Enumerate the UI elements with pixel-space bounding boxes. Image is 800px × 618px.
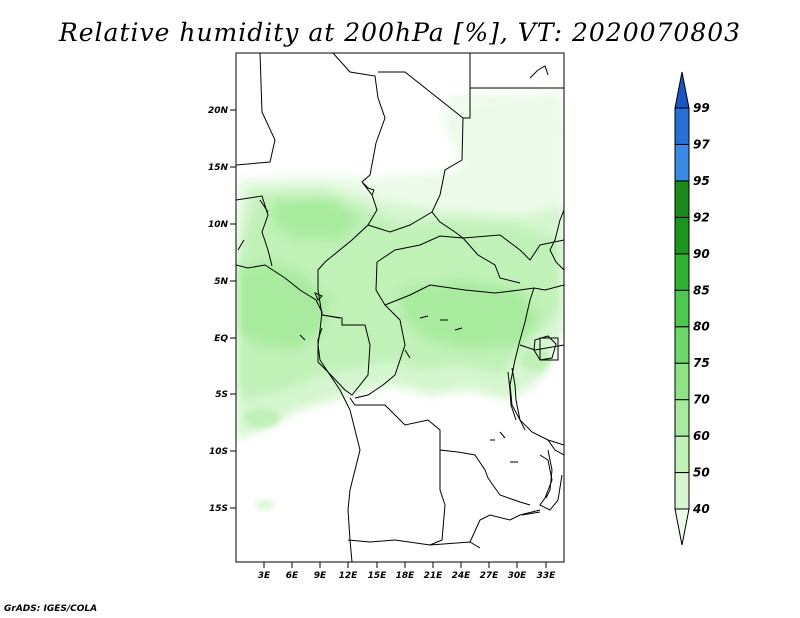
lon-label: 12E xyxy=(339,571,359,581)
angola-south-border xyxy=(347,539,481,549)
colorbar-label: 70 xyxy=(693,393,710,407)
country-borders xyxy=(236,53,564,562)
colorbar-labels: 40 50 60 70 75 80 85 90 92 95 97 99 xyxy=(692,101,710,516)
colorbar-label: 99 xyxy=(693,101,710,115)
colorbar-segment xyxy=(674,472,690,510)
rh-70-patch-north xyxy=(272,200,360,240)
colorbar-segment xyxy=(674,107,690,145)
lon-label: 18E xyxy=(396,571,416,581)
lon-label: 15E xyxy=(368,571,388,581)
chad-lake-fragments xyxy=(237,181,375,251)
colorbar-label: 85 xyxy=(693,283,710,297)
colorbar-segment xyxy=(674,289,690,328)
chad-sudan-border xyxy=(431,117,464,239)
lon-label: 3E xyxy=(258,571,271,581)
lon-label: 27E xyxy=(480,571,500,581)
map-frame xyxy=(235,52,565,563)
lon-label: 33E xyxy=(537,571,557,581)
colorbar-label: 40 xyxy=(692,502,710,516)
angola-zambia-border xyxy=(429,450,446,546)
colorbar-label: 92 xyxy=(693,210,710,224)
car-congo-border xyxy=(375,261,535,306)
lat-label: 15S xyxy=(209,504,228,514)
colorbar-segment xyxy=(674,180,690,218)
colorbar-segment xyxy=(674,71,690,109)
lon-labels: 3E 6E 9E 12E 15E 18E 21E 24E 27E 30E 33E xyxy=(258,571,556,581)
lat-label: 10S xyxy=(209,447,228,457)
malawi-border xyxy=(539,454,563,511)
colorbar-label: 95 xyxy=(693,174,710,188)
colorbar: 40 50 60 70 75 80 85 90 92 95 97 99 xyxy=(674,71,710,546)
lon-label: 6E xyxy=(286,571,299,581)
inland-water-fragments xyxy=(299,292,541,516)
colorbar-label: 97 xyxy=(693,137,710,151)
lon-label: 30E xyxy=(508,571,528,581)
colorbar-label: 90 xyxy=(693,247,710,261)
lon-axis xyxy=(263,562,547,568)
rh-40-band-east xyxy=(440,90,564,165)
cameroon-chad-border xyxy=(317,181,378,319)
gabon-congo-border xyxy=(317,314,371,396)
lon-label: 9E xyxy=(314,571,327,581)
colorbar-segment xyxy=(674,326,690,364)
lat-labels: 20N 15N 10N 5N EQ 5S 10S 15S xyxy=(208,106,229,514)
colorbar-label: 80 xyxy=(693,320,710,334)
colorbar-segment xyxy=(674,143,690,182)
colorbar-segment xyxy=(674,508,690,546)
niger-chad-border xyxy=(236,53,276,166)
colorbar-label: 50 xyxy=(693,466,710,480)
congo-drc-border xyxy=(354,304,406,399)
lake-tanganyika xyxy=(507,367,526,431)
rh-70-patch-center xyxy=(400,280,540,350)
sudan-south-border xyxy=(462,234,564,261)
humidity-shading xyxy=(236,53,564,562)
grads-credit: GrADS: IGES/COLA xyxy=(4,604,98,614)
lake-malawi xyxy=(545,449,553,499)
colorbar-segment xyxy=(674,253,690,291)
map-title: Relative humidity at 200hPa [%], VT: 202… xyxy=(58,18,742,47)
lon-label: 21E xyxy=(424,571,444,581)
colorbar-segment xyxy=(674,399,690,437)
red-sea-coast xyxy=(529,65,564,271)
lat-label: 5N xyxy=(214,277,228,287)
lake-victoria xyxy=(533,335,557,361)
uganda-kenya-border xyxy=(533,284,564,361)
colorbar-segment xyxy=(674,362,690,401)
colorbar-label: 75 xyxy=(693,356,710,370)
lat-label: 10N xyxy=(208,220,229,230)
drc-angola-border xyxy=(349,397,489,479)
lat-axis xyxy=(230,109,236,509)
libya-chad-border xyxy=(332,53,386,183)
great-lakes-borders xyxy=(509,287,564,446)
nigeria-cameroon-border xyxy=(236,195,273,267)
lat-label: 5S xyxy=(215,390,228,400)
lon-label: 24E xyxy=(452,571,472,581)
lat-label: 15N xyxy=(208,163,229,173)
colorbar-segments xyxy=(674,71,690,546)
colorbar-segment xyxy=(674,435,690,474)
zambia-east-border xyxy=(469,477,541,543)
lat-label: EQ xyxy=(214,334,228,344)
atlantic-coastline xyxy=(236,264,361,562)
tanzania-border xyxy=(519,344,564,456)
colorbar-segment xyxy=(674,216,690,255)
lat-label: 20N xyxy=(208,106,229,116)
colorbar-label: 60 xyxy=(693,429,710,443)
rh-70-patch-west xyxy=(236,262,330,350)
